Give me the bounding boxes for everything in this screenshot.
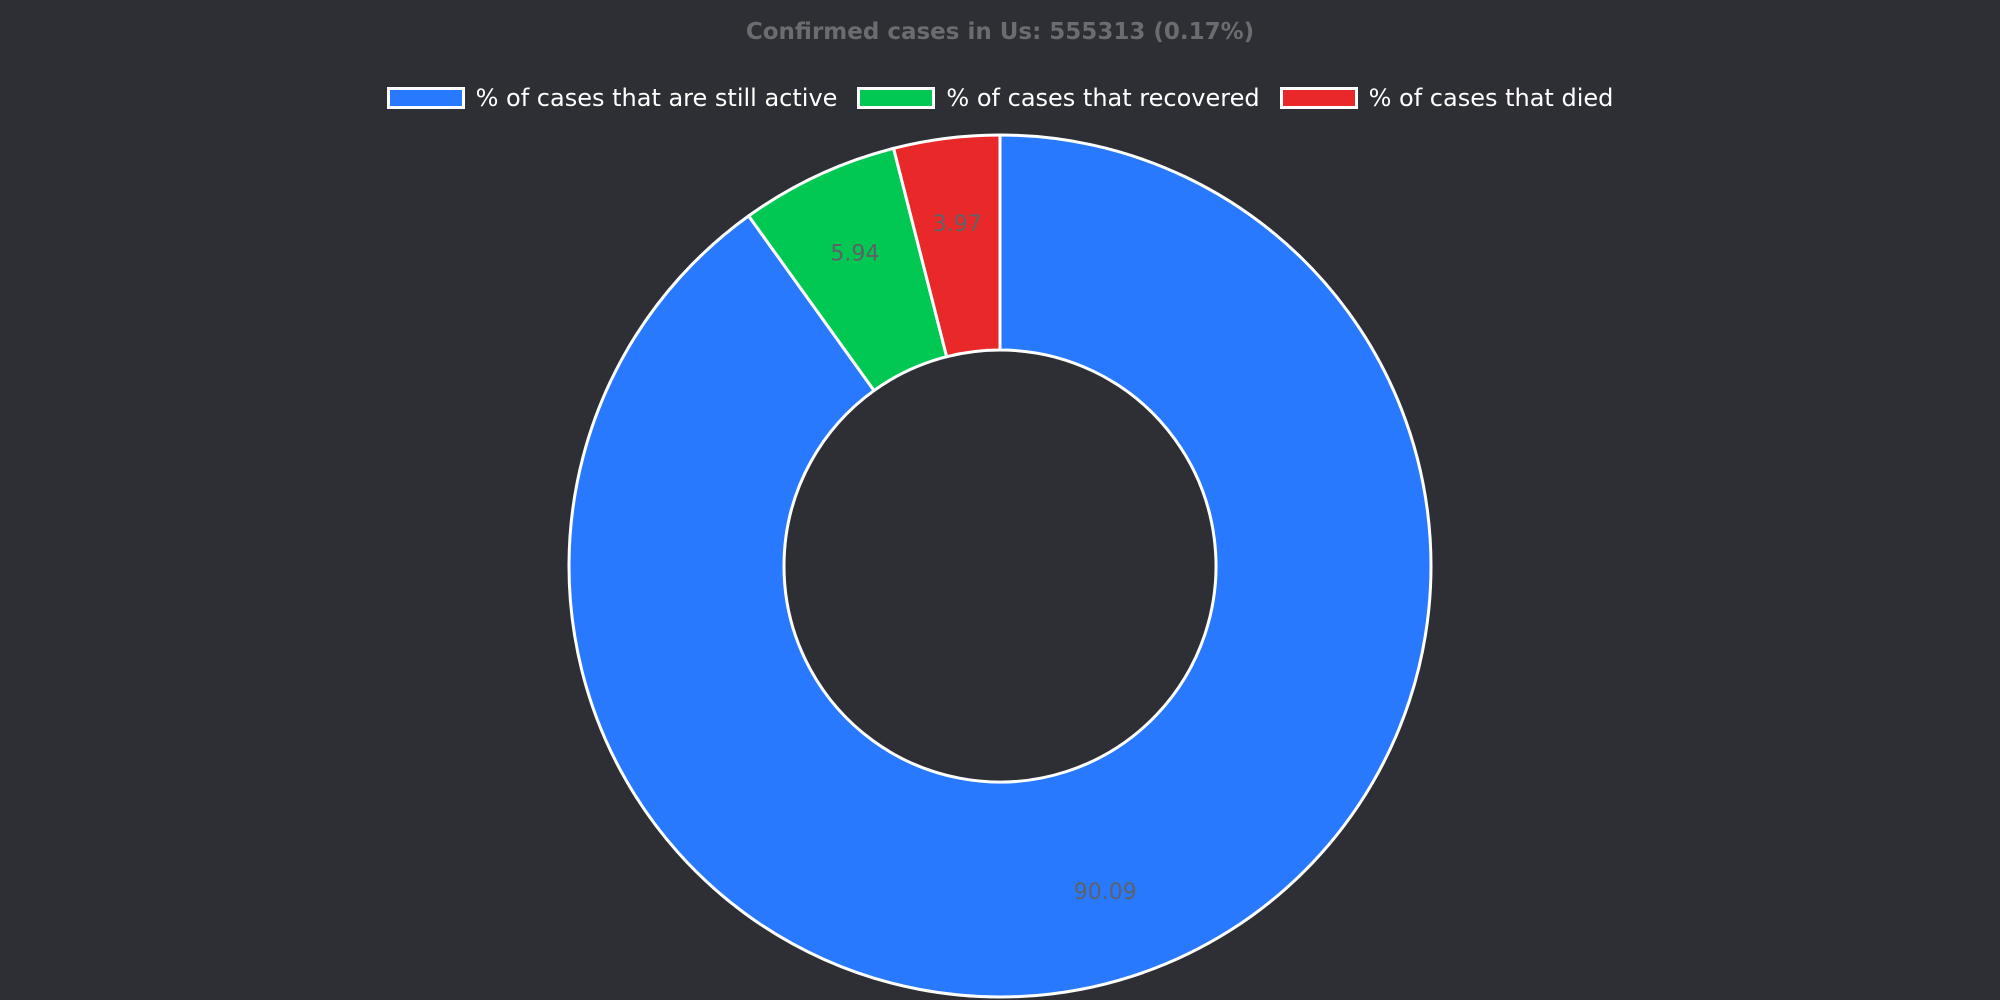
legend-label-active: % of cases that are still active [475, 84, 838, 112]
legend-swatch-died [1279, 87, 1358, 109]
legend-item-recovered[interactable]: % of cases that recovered [857, 84, 1260, 112]
legend-label-recovered: % of cases that recovered [946, 84, 1260, 112]
legend-item-active[interactable]: % of cases that are still active [386, 84, 838, 112]
legend-swatch-active [386, 87, 465, 109]
slice-label-active: 90.09 [1074, 880, 1137, 905]
chart-title: Confirmed cases in Us: 555313 (0.17%) [745, 19, 1255, 45]
legend-swatch-recovered [857, 87, 936, 109]
chart-legend: % of cases that are still active % of ca… [0, 84, 2000, 112]
donut-slice-active[interactable] [567, 133, 1433, 999]
legend-item-died[interactable]: % of cases that died [1279, 84, 1614, 112]
legend-label-died: % of cases that died [1368, 84, 1614, 112]
slice-label-recovered: 5.94 [830, 242, 879, 267]
slice-label-died: 3.97 [933, 212, 982, 237]
donut-slice-died[interactable] [892, 133, 1002, 359]
